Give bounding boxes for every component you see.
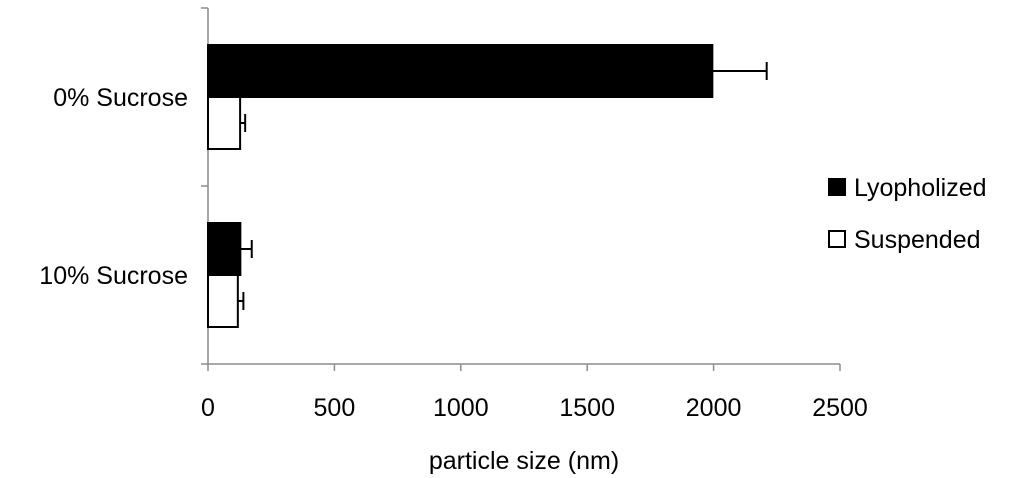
category-labels: 0% Sucrose 10% Sucrose xyxy=(39,84,188,290)
x-tick-label: 500 xyxy=(314,394,356,422)
category-label: 10% Sucrose xyxy=(39,262,188,290)
legend-swatch-lyopholized xyxy=(828,178,846,196)
legend-label-lyopholized: Lyopholized xyxy=(854,174,987,202)
x-axis-title: particle size (nm) xyxy=(429,447,619,475)
bar-suspended-0 xyxy=(207,96,242,150)
legend: Lyopholized Suspended xyxy=(828,174,987,254)
x-tick-label: 1000 xyxy=(433,394,489,422)
legend-label-suspended: Suspended xyxy=(854,226,981,254)
bar-lyopholized-0 xyxy=(207,44,714,98)
x-tick-label: 2500 xyxy=(812,394,868,422)
category-label: 0% Sucrose xyxy=(53,84,188,112)
x-tick-label: 0 xyxy=(201,394,215,422)
x-tick-label: 2000 xyxy=(686,394,742,422)
x-tick-label: 1500 xyxy=(559,394,615,422)
x-ticks: 0 500 1000 1500 2000 2500 xyxy=(201,364,868,422)
bars xyxy=(207,44,768,328)
bar-suspended-1 xyxy=(207,274,239,328)
legend-swatch-suspended xyxy=(828,230,846,248)
bar-lyopholized-1 xyxy=(207,222,242,276)
